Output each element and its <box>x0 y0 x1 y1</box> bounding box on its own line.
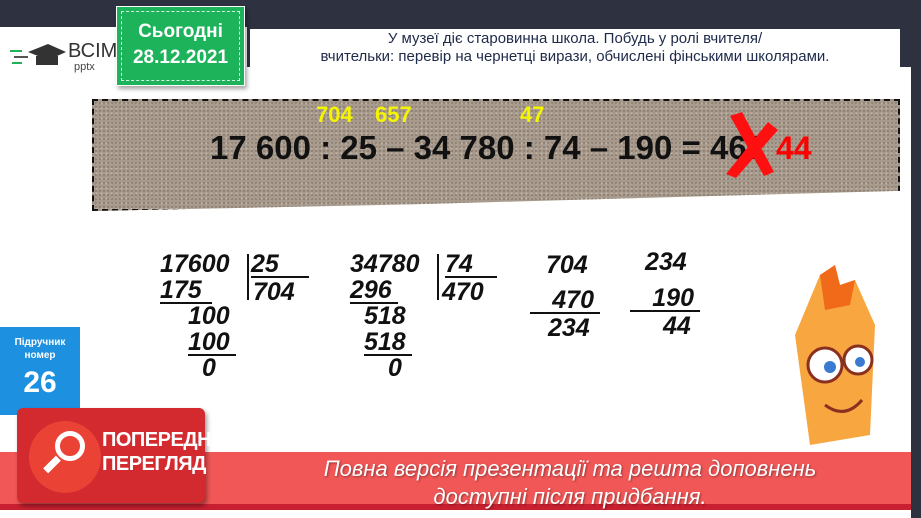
preview-line-2: ПЕРЕГЛЯД <box>102 453 206 475</box>
banner-line-1: Повна версія презентації та решта доповн… <box>323 456 817 481</box>
dividend: 17600 <box>160 250 230 278</box>
textbook-number-box: Підручник номер 26 <box>0 327 80 415</box>
step: 0 <box>388 354 402 382</box>
date-badge: Сьогодні 28.12.2021 <box>116 6 245 86</box>
banner-text: Повна версія презентації та решта доповн… <box>250 455 890 511</box>
banner-line-2: доступні після придбання. <box>433 484 707 509</box>
magnifier-icon <box>29 421 101 493</box>
hint-704: 704 <box>316 102 353 127</box>
correct-answer: 44 <box>776 130 812 166</box>
dividend: 34780 <box>350 250 420 278</box>
number-label: номер <box>24 350 56 361</box>
quotient: 470 <box>442 278 484 306</box>
date-value: 28.12.2021 <box>132 47 229 68</box>
division-line <box>437 254 439 300</box>
graduation-cap-icon <box>10 44 66 65</box>
subtrahend: 190 <box>630 286 700 312</box>
pencil-mascot-icon <box>795 265 875 445</box>
divisor: 74 <box>445 252 497 278</box>
minuend: 704 <box>546 251 588 279</box>
minuend: 234 <box>645 248 687 276</box>
hint-47: 47 <box>520 102 545 127</box>
date-label: Сьогодні <box>138 21 223 42</box>
logo: ВСІМ pptx <box>10 41 117 74</box>
difference: 44 <box>663 312 691 340</box>
step: 175 <box>160 278 212 304</box>
step: 518 <box>364 330 412 356</box>
preview-line-1: ПОПЕРЕДНІЙ <box>102 429 230 451</box>
step: 296 <box>350 278 398 304</box>
step: 518 <box>364 302 406 330</box>
divisor: 25 <box>251 252 309 278</box>
task-line-1: У музеї діє старовинна школа. Побудь у р… <box>387 30 763 47</box>
logo-sub: pptx <box>74 61 95 73</box>
step: 0 <box>202 354 216 382</box>
logo-text: ВСІМ <box>68 40 118 62</box>
step: 100 <box>188 330 236 356</box>
division-line <box>247 254 249 300</box>
subtrahend: 470 <box>530 288 600 314</box>
task-text: У музеї діє старовинна школа. Побудь у р… <box>250 29 900 67</box>
hint-657: 657 <box>375 102 412 127</box>
wrong-x-icon <box>726 112 778 178</box>
quotient: 704 <box>253 278 295 306</box>
textbook-number: 26 <box>23 366 57 399</box>
step: 100 <box>188 302 230 330</box>
difference: 234 <box>548 314 590 342</box>
right-bar <box>911 0 921 518</box>
equation: 17 600 : 25 – 34 780 : 74 – 190 = 467 <box>210 129 766 166</box>
task-line-2: вчительки: перевір на чернетці вирази, о… <box>320 48 830 65</box>
preview-badge[interactable]: ПОПЕРЕДНІЙ ПЕРЕГЛЯД <box>17 408 230 503</box>
textbook-label: Підручник <box>14 337 66 348</box>
